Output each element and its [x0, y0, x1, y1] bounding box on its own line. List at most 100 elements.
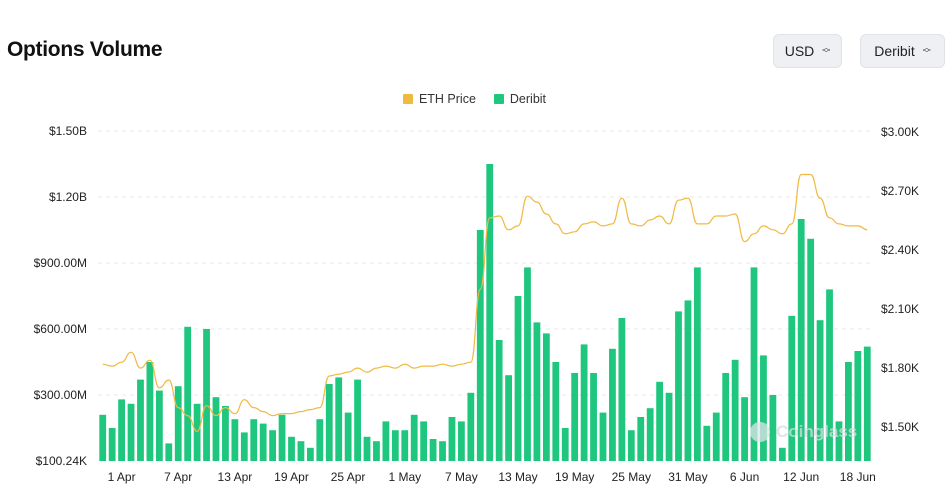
- deribit-bar: [750, 267, 758, 461]
- deribit-bar: [542, 333, 550, 461]
- deribit-bar: [259, 423, 267, 461]
- deribit-bar: [335, 377, 343, 461]
- currency-select[interactable]: USD ︿ ﹀: [773, 34, 842, 68]
- deribit-bar: [410, 414, 418, 461]
- left-axis-tick-label: $600.00M: [34, 322, 87, 336]
- deribit-bar: [627, 430, 635, 461]
- deribit-bar: [448, 417, 456, 461]
- coinglass-logo-icon: [750, 422, 770, 442]
- deribit-bar: [845, 362, 852, 461]
- legend-label-deribit: Deribit: [509, 92, 547, 106]
- chevron-updown-icon: ︿ ﹀: [822, 43, 831, 58]
- legend-swatch-deribit: [493, 94, 504, 104]
- deribit-bar: [325, 384, 333, 461]
- right-axis-tick-label: $2.10K: [881, 302, 919, 316]
- chevron-updown-icon: ︿ ﹀: [922, 43, 931, 58]
- deribit-bar: [118, 399, 125, 461]
- deribit-bar: [420, 421, 428, 461]
- deribit-bar: [665, 392, 673, 461]
- deribit-bar: [137, 379, 144, 461]
- deribit-bar: [476, 230, 484, 461]
- deribit-bar: [703, 425, 711, 461]
- deribit-bar: [675, 311, 682, 461]
- deribit-bar: [693, 267, 701, 461]
- deribit-bar: [590, 373, 597, 461]
- deribit-bar: [571, 373, 579, 461]
- deribit-bar: [797, 219, 805, 461]
- deribit-bar: [373, 441, 380, 461]
- x-axis-tick-label: 25 Apr: [331, 470, 366, 484]
- deribit-bar: [297, 441, 305, 461]
- left-axis-tick-label: $1.20B: [49, 190, 87, 204]
- watermark: Coinglass: [750, 422, 857, 442]
- deribit-bar: [486, 164, 494, 461]
- deribit-bar: [495, 340, 503, 461]
- x-axis-tick-label: 6 Jun: [730, 470, 759, 484]
- deribit-bar: [769, 395, 777, 461]
- deribit-bar: [835, 421, 843, 461]
- deribit-bar: [788, 315, 796, 461]
- left-axis-tick-label: $1.50B: [49, 124, 87, 138]
- x-axis-tick-label: 13 May: [498, 470, 537, 484]
- x-axis-tick-label: 1 May: [388, 470, 421, 484]
- deribit-bar: [222, 406, 229, 461]
- deribit-bar: [288, 436, 295, 461]
- deribit-bar: [174, 386, 182, 461]
- x-axis-tick-label: 25 May: [612, 470, 651, 484]
- deribit-bars: [99, 164, 871, 461]
- deribit-bar: [580, 344, 588, 461]
- deribit-bar: [656, 381, 664, 461]
- deribit-bar: [807, 238, 815, 461]
- exchange-select-value: Deribit: [874, 43, 915, 59]
- deribit-bar: [240, 432, 248, 461]
- x-axis-tick-label: 18 Jun: [840, 470, 876, 484]
- x-axis-tick-label: 12 Jun: [783, 470, 819, 484]
- left-axis-tick-label: $300.00M: [34, 388, 87, 402]
- deribit-bar: [203, 329, 210, 461]
- deribit-bar: [127, 403, 135, 461]
- x-axis-ticks: 1 Apr 7 Apr 13 Apr 19 Apr 25 Apr 1 May 7 May 13…: [108, 470, 876, 484]
- page-title: Options Volume: [7, 38, 163, 61]
- right-axis-tick-label: $1.80K: [881, 361, 919, 375]
- x-axis-tick-label: 1 Apr: [108, 470, 136, 484]
- deribit-bar: [231, 419, 239, 461]
- right-axis-ticks: $1.50K $1.80K $2.10K $2.40K $2.70K $3.00K: [881, 125, 919, 434]
- eth-price-line-path: [102, 173, 868, 433]
- deribit-bar: [778, 447, 786, 461]
- deribit-bar: [146, 362, 154, 461]
- deribit-bar: [561, 428, 569, 461]
- deribit-bar: [514, 296, 522, 461]
- exchange-select[interactable]: Deribit ︿ ﹀: [860, 34, 945, 68]
- deribit-bar: [646, 408, 654, 461]
- right-axis-tick-label: $2.40K: [881, 243, 919, 257]
- deribit-bar: [382, 421, 390, 461]
- deribit-bar: [467, 392, 475, 461]
- deribit-bar: [684, 300, 692, 461]
- x-axis-tick-label: 7 May: [445, 470, 478, 484]
- deribit-bar: [212, 397, 220, 461]
- deribit-bar: [108, 428, 116, 461]
- deribit-bar: [609, 348, 616, 461]
- deribit-bar: [854, 351, 862, 461]
- legend-swatch-eth-price: [402, 94, 413, 104]
- deribit-bar: [863, 346, 871, 461]
- legend-item-deribit[interactable]: Deribit: [493, 92, 547, 106]
- deribit-bar: [184, 326, 192, 461]
- deribit-bar: [354, 379, 361, 461]
- deribit-bar: [344, 412, 352, 461]
- deribit-bar: [731, 359, 739, 461]
- deribit-bar: [760, 355, 767, 461]
- deribit-bar: [193, 403, 201, 461]
- deribit-bar: [316, 419, 324, 461]
- left-axis-tick-label: $900.00M: [34, 256, 87, 270]
- deribit-bar: [816, 320, 824, 461]
- currency-select-value: USD: [784, 43, 815, 59]
- deribit-bar: [99, 414, 107, 461]
- chart-legend: ETH Price Deribit: [0, 92, 949, 106]
- deribit-bar: [524, 267, 531, 461]
- left-axis-ticks: $100.24K $300.00M $600.00M $900.00M $1.20B $1…: [34, 124, 87, 468]
- right-axis-tick-label: $3.00K: [881, 125, 919, 139]
- deribit-bar: [391, 430, 399, 461]
- legend-item-eth-price[interactable]: ETH Price: [402, 92, 476, 106]
